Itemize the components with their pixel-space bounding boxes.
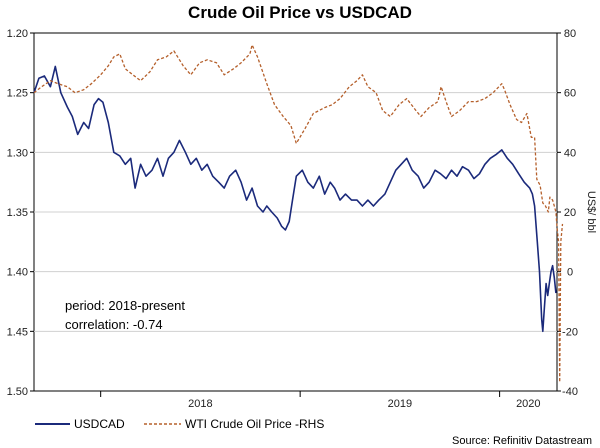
series-line-usdcad bbox=[33, 65, 557, 333]
legend: USDCAD WTI Crude Oil Price -RHS bbox=[35, 417, 324, 431]
annotation-period: period: 2018-present bbox=[65, 298, 185, 313]
right-axis: 80 60 40 20 0 -20 -40 bbox=[557, 28, 578, 398]
source-note: Source: Refinitiv Datastream bbox=[452, 435, 592, 447]
right-axis-label: US$/ bbl bbox=[585, 191, 597, 233]
x-axis: 2018 2019 2020 bbox=[100, 391, 541, 410]
legend-label-wti: WTI Crude Oil Price -RHS bbox=[185, 417, 324, 431]
left-tick-label: 1.25 bbox=[7, 88, 28, 100]
right-tick-label: 60 bbox=[564, 88, 576, 100]
chart-title: Crude Oil Price vs USDCAD bbox=[188, 3, 412, 22]
left-tick-label: 1.40 bbox=[7, 267, 28, 279]
right-tick-label: 20 bbox=[564, 207, 576, 219]
annotation-correlation: correlation: -0.74 bbox=[65, 317, 163, 332]
x-tick-label: 2019 bbox=[388, 398, 412, 410]
right-tick-label: 80 bbox=[564, 28, 576, 40]
left-axis: 1.20 1.25 1.30 1.35 1.40 1.45 1.50 bbox=[7, 28, 34, 398]
right-tick-label: -20 bbox=[562, 326, 578, 338]
x-tick-label: 2020 bbox=[516, 398, 540, 410]
left-tick-label: 1.35 bbox=[7, 207, 28, 219]
legend-label-usdcad: USDCAD bbox=[74, 417, 125, 431]
x-tick-label: 2018 bbox=[188, 398, 212, 410]
series-lines bbox=[33, 44, 564, 383]
gridlines bbox=[34, 92, 557, 332]
right-tick-label: 0 bbox=[567, 267, 573, 279]
series-line-wti bbox=[33, 44, 564, 383]
right-tick-label: -40 bbox=[562, 386, 578, 398]
left-tick-label: 1.50 bbox=[7, 386, 28, 398]
left-tick-label: 1.30 bbox=[7, 147, 28, 159]
left-tick-label: 1.45 bbox=[7, 326, 28, 338]
left-tick-label: 1.20 bbox=[7, 28, 28, 40]
right-tick-label: 40 bbox=[564, 147, 576, 159]
